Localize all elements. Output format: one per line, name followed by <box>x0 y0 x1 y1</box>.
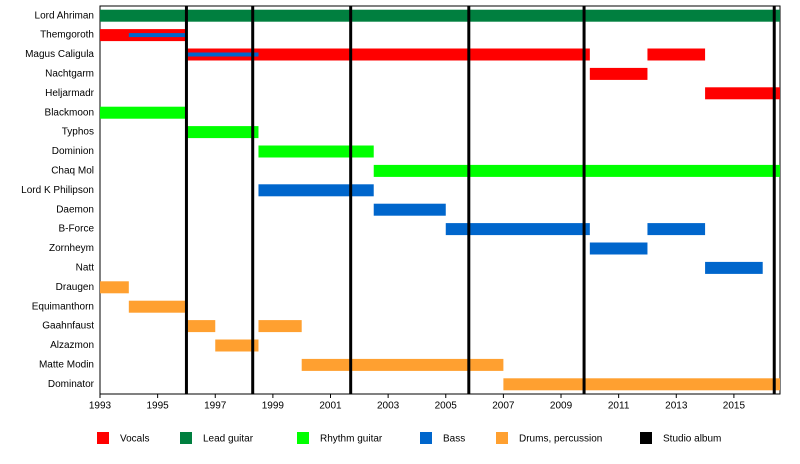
row-label: Matte Modin <box>39 360 94 371</box>
bar <box>258 184 374 197</box>
legend-swatch <box>180 432 192 444</box>
row-label: Nachtgarm <box>45 69 94 80</box>
x-tick-label: 2013 <box>665 401 688 412</box>
legend-label: Studio album <box>663 434 721 445</box>
x-tick-label: 2003 <box>377 401 400 412</box>
legend-swatch <box>640 432 652 444</box>
x-tick-label: 1999 <box>262 401 285 412</box>
row-label: Magus Caligula <box>25 49 94 60</box>
legend-swatch <box>496 432 508 444</box>
bar <box>589 67 648 80</box>
bar <box>215 339 259 352</box>
bar <box>258 320 302 333</box>
bar <box>503 378 780 391</box>
x-tick-label: 2007 <box>492 401 515 412</box>
bar <box>589 242 648 255</box>
bar <box>647 48 706 61</box>
row-label: Dominator <box>48 379 95 390</box>
bar <box>100 106 187 119</box>
bar <box>100 9 780 22</box>
row-label: Lord K Philipson <box>21 185 94 196</box>
bar <box>128 300 187 313</box>
row-label: Themgoroth <box>40 30 94 41</box>
x-tick-label: 2005 <box>435 401 458 412</box>
row-label: Typhos <box>62 127 94 138</box>
bar <box>258 145 374 158</box>
row-label: B-Force <box>58 224 94 235</box>
bar <box>705 87 780 100</box>
row-label: Blackmoon <box>45 107 94 118</box>
legend-swatch <box>420 432 432 444</box>
legend-label: Rhythm guitar <box>320 434 383 445</box>
x-tick-label: 2015 <box>723 401 746 412</box>
x-tick-label: 1997 <box>204 401 227 412</box>
bar <box>647 223 706 236</box>
plot-area <box>99 5 781 395</box>
bar <box>373 203 446 216</box>
bar <box>705 261 763 274</box>
row-label: Dominion <box>52 146 94 157</box>
bar <box>186 126 259 139</box>
bar <box>373 164 780 177</box>
x-tick-label: 1995 <box>147 401 170 412</box>
row-label: Natt <box>76 263 95 274</box>
legend-label: Vocals <box>120 434 149 445</box>
x-tick-label: 1993 <box>89 401 112 412</box>
overlay-bar <box>128 33 187 38</box>
x-tick-label: 2001 <box>319 401 342 412</box>
row-label: Chaq Mol <box>51 166 94 177</box>
row-label: Gaahnfaust <box>42 321 94 332</box>
bar <box>100 281 129 294</box>
overlay-bar <box>186 52 259 57</box>
x-tick-label: 2011 <box>608 401 630 412</box>
row-label: Draugen <box>56 282 94 293</box>
row-label: Lord Ahriman <box>35 10 94 21</box>
bar <box>186 320 216 333</box>
legend-swatch <box>97 432 109 444</box>
row-label: Heljarmadr <box>45 88 95 99</box>
x-tick-label: 2009 <box>550 401 573 412</box>
bar <box>301 358 504 371</box>
row-label: Alzazmon <box>50 340 94 351</box>
row-label: Zornheym <box>49 243 94 254</box>
row-label: Equimanthorn <box>32 301 94 312</box>
legend-label: Lead guitar <box>203 434 254 445</box>
row-label: Daemon <box>56 204 94 215</box>
legend-swatch <box>297 432 309 444</box>
legend-label: Drums, percussion <box>519 434 602 445</box>
bar <box>445 223 590 236</box>
legend-label: Bass <box>443 434 465 445</box>
bar <box>186 48 590 61</box>
